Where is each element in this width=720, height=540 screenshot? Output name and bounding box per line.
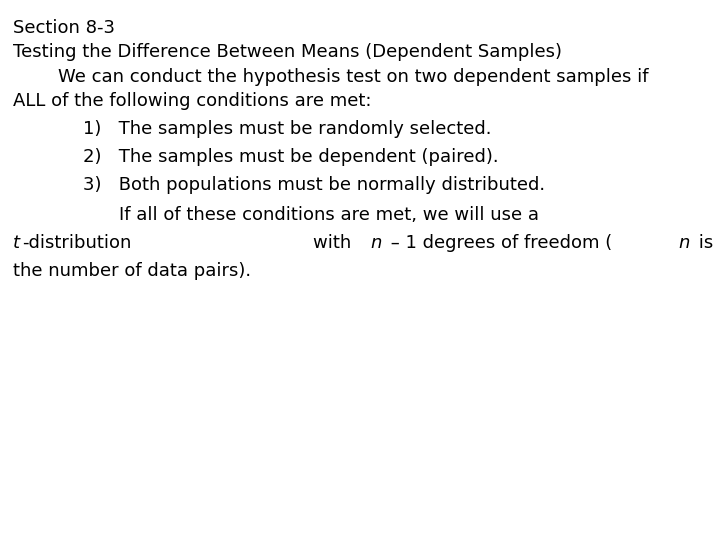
Text: If all of these conditions are met, we will use a: If all of these conditions are met, we w…: [119, 206, 539, 224]
Text: is: is: [693, 234, 713, 252]
Text: 3)   Both populations must be normally distributed.: 3) Both populations must be normally dis…: [83, 176, 545, 194]
Text: Testing the Difference Between Means (Dependent Samples): Testing the Difference Between Means (De…: [13, 43, 562, 61]
Text: ALL of the following conditions are met:: ALL of the following conditions are met:: [13, 92, 372, 110]
Text: – 1 degrees of freedom (: – 1 degrees of freedom (: [384, 234, 612, 252]
Text: t: t: [13, 234, 20, 252]
Text: -distribution: -distribution: [22, 234, 131, 252]
Text: 1)   The samples must be randomly selected.: 1) The samples must be randomly selected…: [83, 120, 491, 138]
Text: We can conduct the hypothesis test on two dependent samples if: We can conduct the hypothesis test on tw…: [58, 68, 648, 85]
Text: n: n: [370, 234, 382, 252]
Text: n: n: [678, 234, 689, 252]
Text: the number of data pairs).: the number of data pairs).: [13, 262, 251, 280]
Text: with: with: [313, 234, 357, 252]
Text: 2)   The samples must be dependent (paired).: 2) The samples must be dependent (paired…: [83, 148, 498, 166]
Text: Section 8-3: Section 8-3: [13, 19, 115, 37]
